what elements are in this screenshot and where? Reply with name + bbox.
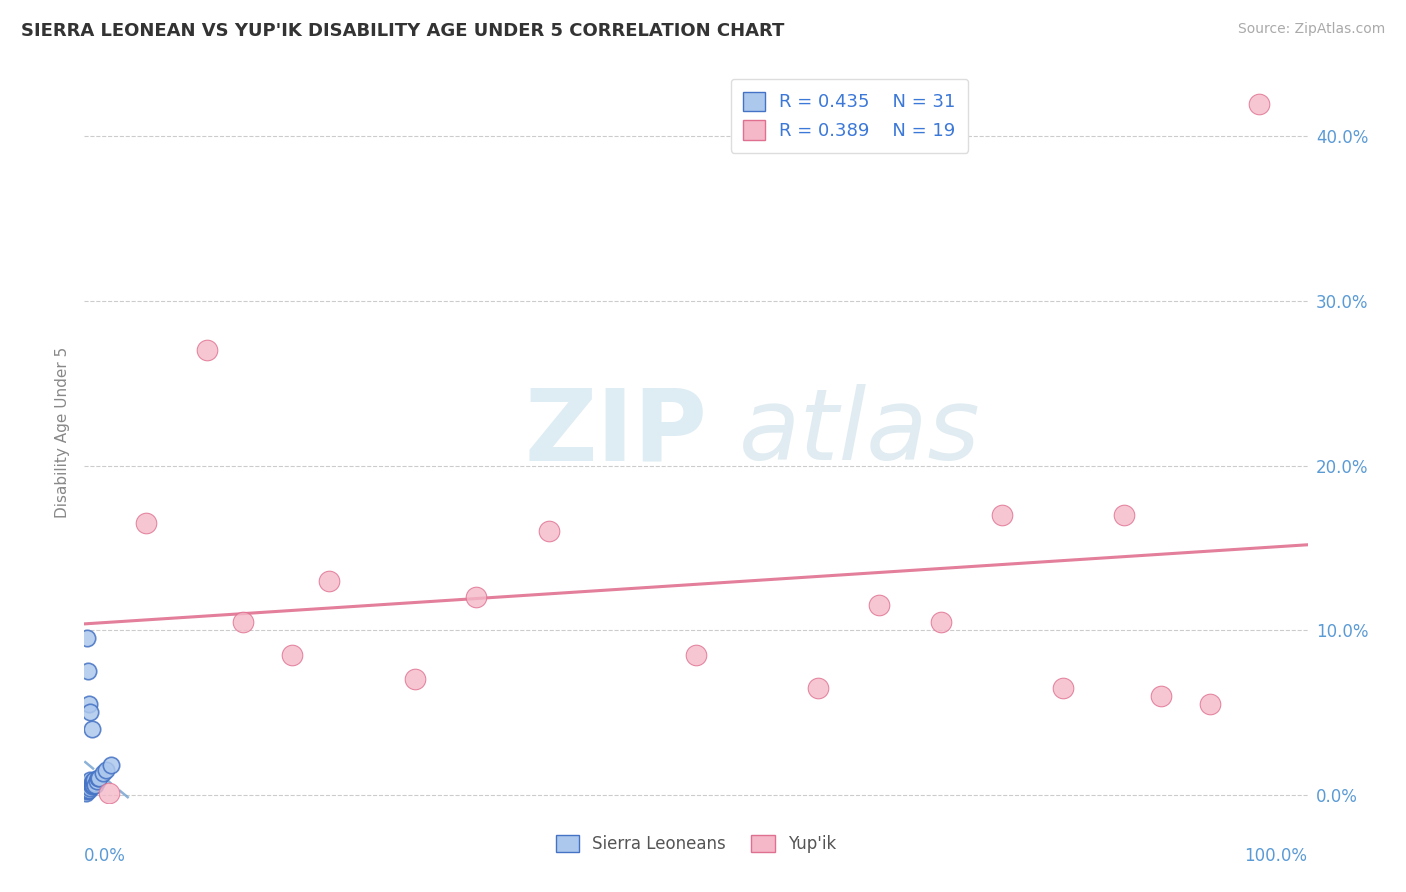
Point <box>79 772 101 787</box>
Point <box>1150 689 1173 703</box>
Point <box>464 590 486 604</box>
Point <box>77 664 100 678</box>
Legend: Sierra Leoneans, Yup'ik: Sierra Leoneans, Yup'ik <box>547 826 845 861</box>
Point <box>135 516 157 530</box>
Point <box>77 780 100 794</box>
Point <box>82 778 104 792</box>
Point <box>538 524 561 539</box>
Point <box>76 784 98 798</box>
Point <box>318 574 340 588</box>
Point <box>87 771 110 785</box>
Point <box>79 706 101 720</box>
Point <box>84 778 107 792</box>
Text: 100.0%: 100.0% <box>1244 847 1308 865</box>
Point <box>82 778 104 792</box>
Point <box>96 763 118 777</box>
Point <box>869 599 891 613</box>
Text: 0.0%: 0.0% <box>84 847 127 865</box>
Point <box>195 343 218 358</box>
Point <box>79 780 101 795</box>
Point <box>100 758 122 772</box>
Point <box>281 648 304 662</box>
Point <box>77 780 100 794</box>
Point <box>929 615 952 629</box>
Text: Source: ZipAtlas.com: Source: ZipAtlas.com <box>1237 22 1385 37</box>
Text: ZIP: ZIP <box>524 384 707 481</box>
Point <box>77 780 100 795</box>
Point <box>75 786 97 800</box>
Point <box>685 648 707 662</box>
Point <box>232 615 254 629</box>
Point <box>77 778 100 792</box>
Point <box>83 776 105 790</box>
Point <box>87 771 110 785</box>
Point <box>76 782 98 797</box>
Point <box>76 632 98 646</box>
Point <box>83 772 105 787</box>
Point <box>97 786 120 800</box>
Point <box>1247 96 1270 111</box>
Point <box>807 681 830 695</box>
Text: atlas: atlas <box>738 384 980 481</box>
Point <box>80 776 103 790</box>
Point <box>91 766 114 780</box>
Point <box>991 508 1014 522</box>
Point <box>80 722 103 736</box>
Point <box>1114 508 1136 522</box>
Point <box>77 776 100 790</box>
Point <box>1198 697 1220 711</box>
Point <box>77 782 100 797</box>
Point <box>80 780 103 794</box>
Point <box>77 697 100 711</box>
Y-axis label: Disability Age Under 5: Disability Age Under 5 <box>55 347 70 518</box>
Point <box>404 673 426 687</box>
Point <box>1052 681 1074 695</box>
Point <box>82 774 104 789</box>
Point <box>79 776 101 790</box>
Point <box>86 774 108 789</box>
Text: SIERRA LEONEAN VS YUP'IK DISABILITY AGE UNDER 5 CORRELATION CHART: SIERRA LEONEAN VS YUP'IK DISABILITY AGE … <box>21 22 785 40</box>
